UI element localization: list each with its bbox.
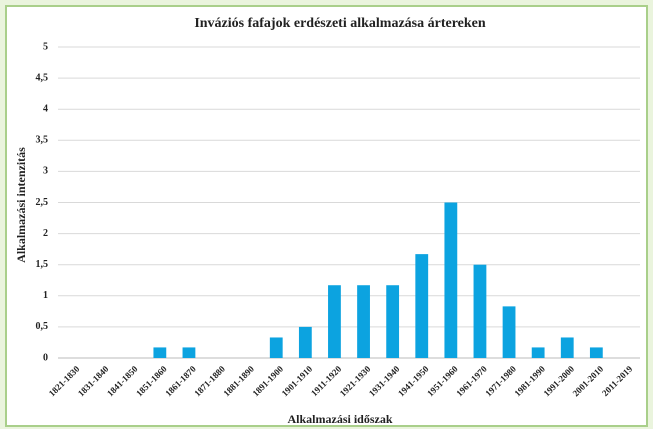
bar [502, 306, 516, 358]
bar [473, 264, 487, 358]
bar [589, 347, 603, 358]
y-tick-label: 1 [43, 290, 48, 301]
chart-area [5, 5, 648, 427]
y-tick-label: 4,5 [36, 72, 49, 83]
y-tick-label: 3,5 [36, 135, 49, 146]
y-tick-label: 2,5 [36, 197, 49, 208]
bar [182, 347, 196, 358]
bar [153, 347, 167, 358]
y-tick-label: 4 [43, 103, 48, 114]
y-axis-label: Alkalmazási intenzitás [14, 147, 28, 263]
y-tick-label: 3 [43, 166, 48, 177]
bar [328, 285, 341, 358]
bar [357, 285, 370, 358]
bar [531, 347, 545, 358]
bar [415, 254, 429, 358]
bar [386, 285, 400, 358]
y-tick-label: 0,5 [36, 321, 49, 332]
y-tick-label: 0 [43, 352, 48, 363]
chart-title: Inváziós fafajok erdészeti alkalmazása á… [194, 16, 486, 31]
bar [444, 202, 458, 358]
bar [560, 337, 574, 358]
y-tick-label: 2 [43, 228, 48, 239]
bar [269, 337, 283, 358]
y-tick-label: 1,5 [36, 259, 49, 270]
x-axis-label: Alkalmazási időszak [287, 412, 392, 426]
y-tick-label: 5 [43, 41, 48, 52]
bar [298, 326, 312, 358]
